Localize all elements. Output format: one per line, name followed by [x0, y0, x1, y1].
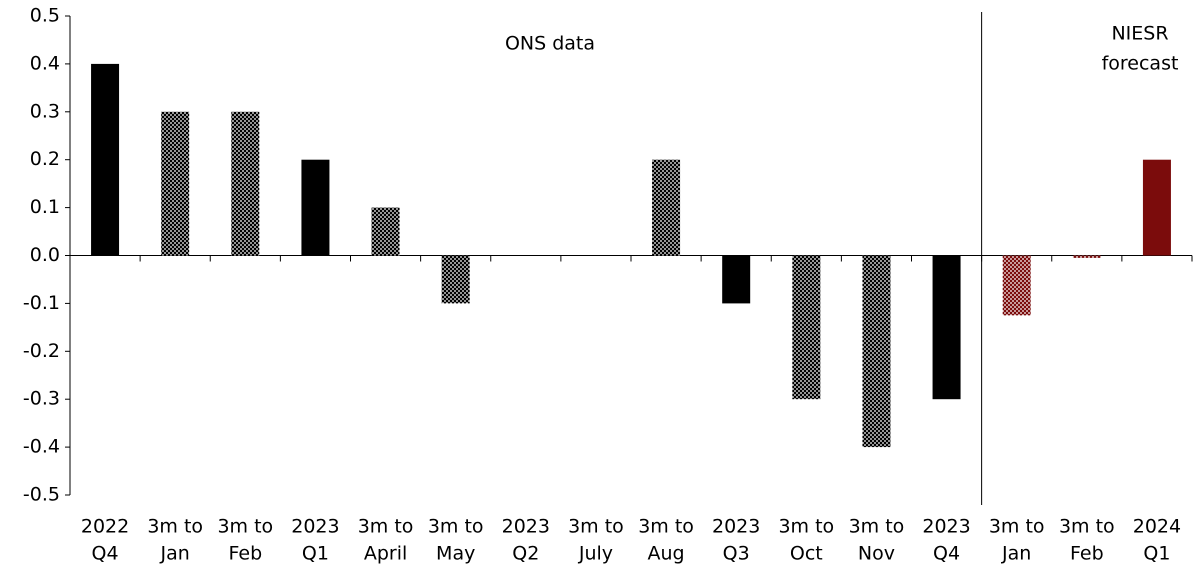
x-tick-label: 2023	[291, 516, 339, 538]
x-tick-label: 2023	[922, 516, 970, 538]
bar	[862, 255, 891, 448]
annotation: NIESR	[1111, 23, 1168, 45]
x-tick-label: Jan	[1001, 543, 1031, 565]
x-tick-label: 3m to	[638, 516, 694, 538]
bar	[441, 255, 470, 304]
y-tick-label: 0.4	[30, 52, 60, 74]
y-tick-label: 0.1	[30, 196, 60, 218]
bar	[792, 255, 821, 400]
y-tick-label: -0.3	[23, 388, 60, 410]
x-tick-label: 3m to	[989, 516, 1045, 538]
x-tick-label: Q3	[723, 543, 750, 565]
x-tick-label: July	[578, 543, 613, 565]
y-tick-label: 0.2	[30, 148, 60, 170]
x-tick-label: May	[436, 543, 475, 565]
x-tick-label: Nov	[858, 543, 895, 565]
x-tick-label: 3m to	[358, 516, 414, 538]
x-tick-label: Q4	[92, 543, 119, 565]
bar	[652, 159, 681, 256]
x-tick-label: Feb	[1070, 543, 1104, 565]
x-tick-label: 2022	[81, 516, 129, 538]
x-tick-label: Feb	[228, 543, 262, 565]
x-tick-label: Jan	[160, 543, 190, 565]
x-tick-label: Aug	[648, 543, 685, 565]
bar	[231, 111, 260, 256]
x-tick-label: Q2	[512, 543, 539, 565]
y-tick-label: 0.3	[30, 100, 60, 122]
y-tick-label: 0.5	[30, 5, 60, 27]
x-tick-label: Q4	[933, 543, 960, 565]
x-tick-label: 3m to	[568, 516, 624, 538]
bar	[91, 63, 120, 256]
x-tick-label: 2024	[1133, 516, 1181, 538]
x-tick-label: Q1	[1143, 543, 1170, 565]
bar	[722, 255, 751, 304]
x-tick-label: 3m to	[147, 516, 203, 538]
x-tick-label: 3m to	[778, 516, 834, 538]
y-tick-label: -0.5	[23, 484, 60, 506]
x-tick-label: 2023	[712, 516, 760, 538]
y-tick-label: -0.2	[23, 340, 60, 362]
bar	[1002, 255, 1031, 316]
annotation: ONS data	[505, 33, 595, 55]
bar	[161, 111, 190, 256]
y-tick-label: -0.4	[23, 436, 60, 458]
y-tick-label: -0.1	[23, 292, 60, 314]
bar	[301, 159, 330, 256]
x-tick-label: April	[364, 543, 407, 565]
x-tick-label: Oct	[790, 543, 823, 565]
annotation: forecast	[1102, 53, 1179, 75]
bar	[371, 207, 400, 256]
x-tick-label: Q1	[302, 543, 329, 565]
x-tick-label: 3m to	[217, 516, 273, 538]
x-tick-label: 3m to	[1059, 516, 1115, 538]
bar	[1072, 255, 1101, 258]
x-tick-label: 3m to	[849, 516, 905, 538]
bar	[1142, 159, 1171, 256]
x-tick-label: 2023	[502, 516, 550, 538]
x-tick-label: 3m to	[428, 516, 484, 538]
bar	[932, 255, 961, 400]
y-tick-label: 0.0	[30, 244, 60, 266]
